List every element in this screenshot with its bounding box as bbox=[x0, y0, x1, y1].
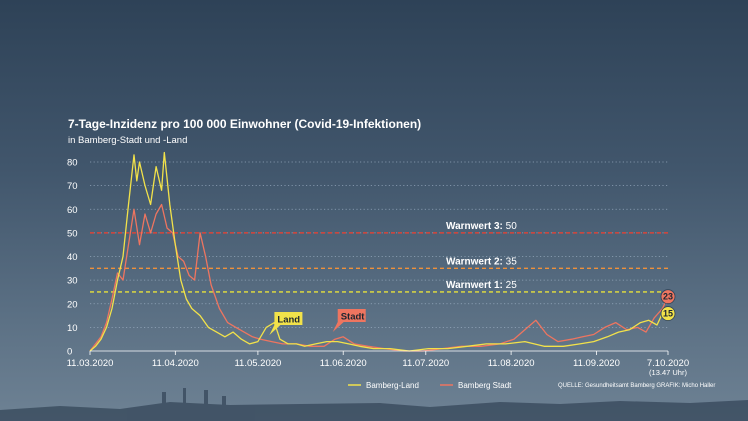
threshold-value: 35 bbox=[506, 256, 518, 267]
threshold-label: Warnwert 1: 25 bbox=[446, 280, 517, 291]
chart-title: 7-Tage-Inzidenz pro 100 000 Einwohner (C… bbox=[68, 117, 421, 131]
y-tick-label: 30 bbox=[67, 276, 78, 287]
y-tick-label: 10 bbox=[67, 323, 78, 334]
x-tick-label: 7.10.2020 bbox=[647, 358, 689, 369]
series-line bbox=[89, 151, 669, 352]
series-callout: Land bbox=[269, 312, 303, 335]
y-tick-label: 60 bbox=[67, 205, 78, 216]
y-tick-label: 70 bbox=[67, 181, 78, 192]
end-value-badge: 23 bbox=[660, 289, 676, 305]
end-value-circle bbox=[660, 306, 676, 321]
town-silhouette bbox=[0, 388, 748, 421]
x-tick-label: 11.04.2020 bbox=[152, 358, 199, 369]
threshold-name: Warnwert 2: bbox=[446, 256, 506, 267]
threshold-lines: Warnwert 3: 50 Warnwert 2: 35 Warnwert 1: … bbox=[90, 221, 668, 293]
series-callouts: Land Stadt 15 23 bbox=[269, 289, 676, 335]
threshold-label: Warnwert 3: 50 bbox=[446, 221, 517, 232]
callout-pointer bbox=[332, 322, 344, 332]
legend-label: Bamberg Stadt bbox=[458, 381, 512, 390]
threshold-value: 25 bbox=[506, 280, 518, 291]
y-tick-label: 80 bbox=[67, 158, 78, 169]
end-value-label: 23 bbox=[663, 292, 673, 302]
legend-label: Bamberg-Land bbox=[366, 381, 419, 390]
x-axis: 11.03.2020 11.04.2020 11.05.2020 11.06.2020… bbox=[67, 350, 689, 377]
series-line bbox=[89, 203, 669, 352]
callout-label: Stadt bbox=[341, 312, 366, 323]
callout-pointer bbox=[269, 325, 281, 335]
y-tick-label: 40 bbox=[67, 252, 78, 263]
end-value-label: 15 bbox=[663, 309, 673, 319]
x-tick-label: 11.09.2020 bbox=[573, 358, 620, 369]
threshold-value: 50 bbox=[506, 221, 518, 232]
y-tick-label: 20 bbox=[67, 299, 78, 310]
y-tick-label: 0 bbox=[67, 347, 72, 358]
threshold-label: Warnwert 2: 35 bbox=[446, 256, 517, 267]
chart-subtitle: in Bamberg-Stadt und -Land bbox=[68, 135, 187, 146]
x-tick-label: 11.05.2020 bbox=[234, 358, 281, 369]
end-value-badge: 15 bbox=[660, 306, 676, 321]
x-tick-label: 11.07.2020 bbox=[402, 358, 449, 369]
x-tick-note: (13.47 Uhr) bbox=[649, 368, 687, 377]
callout-box bbox=[337, 309, 366, 322]
y-tick-label: 50 bbox=[67, 228, 78, 239]
x-tick-label: 11.06.2020 bbox=[320, 358, 367, 369]
series-lines bbox=[89, 151, 669, 352]
source-credit: QUELLE: Gesundheitsamt Bamberg GRAFIK: M… bbox=[558, 383, 715, 389]
end-value-circle bbox=[660, 289, 676, 305]
x-tick-label: 11.08.2020 bbox=[488, 358, 535, 369]
x-tick-label: 11.03.2020 bbox=[67, 358, 114, 369]
legend: Bamberg-Land Bamberg Stadt bbox=[348, 381, 512, 390]
threshold-name: Warnwert 3: bbox=[446, 221, 506, 232]
series-callout: Stadt bbox=[332, 309, 366, 332]
y-axis-ticks: 0 10 20 30 40 50 60 70 80 bbox=[67, 158, 78, 358]
grid-lines bbox=[90, 161, 668, 328]
callout-box bbox=[274, 312, 303, 325]
callout-label: Land bbox=[277, 315, 300, 326]
threshold-name: Warnwert 1: bbox=[446, 280, 506, 291]
